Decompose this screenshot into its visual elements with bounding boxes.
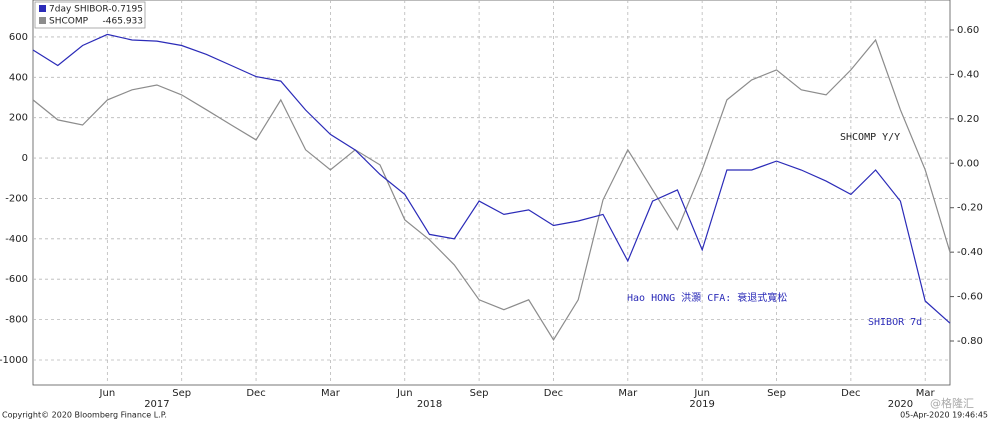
legend-swatch: [39, 17, 46, 24]
annotation: SHIBOR 7d: [868, 317, 922, 328]
y2-tick-label: 0.60: [957, 25, 979, 36]
x-tick-label: Jun: [99, 388, 116, 399]
footer-timestamp: 05-Apr-2020 19:46:45: [900, 411, 988, 420]
x-year-label: 2019: [689, 399, 714, 410]
y-tick-label: -200: [5, 193, 28, 204]
y2-tick-label: 0.00: [957, 158, 979, 169]
x-year-label: 2020: [888, 399, 913, 410]
legend-swatch: [39, 5, 46, 12]
x-tick-label: Mar: [916, 388, 936, 399]
y2-tick-label: -0.20: [957, 203, 983, 214]
x-tick-label: Dec: [841, 388, 860, 399]
x-tick-label: Mar: [321, 388, 341, 399]
legend-label: 7day SHIBOR: [49, 5, 109, 15]
x-tick-label: Dec: [246, 388, 265, 399]
annotation: Hao HONG 洪灝 CFA: 衰退式寬松: [627, 291, 787, 304]
y-tick-label: 600: [9, 32, 28, 43]
legend-label: SHCOMP: [49, 17, 89, 27]
legend-box: [34, 1, 146, 29]
plot-frame: [32, 0, 951, 386]
x-tick-label: Mar: [618, 388, 638, 399]
y-tick-label: -400: [5, 234, 28, 245]
x-tick-label: Jun: [693, 388, 710, 399]
legend-value: -0.7195: [108, 5, 143, 15]
footer-copyright: Copyright© 2020 Bloomberg Finance L.P.: [2, 411, 167, 420]
x-year-label: 2018: [417, 399, 442, 410]
y2-tick-label: 0.40: [957, 69, 979, 80]
x-tick-label: Sep: [767, 388, 786, 399]
y-tick-label: -800: [5, 315, 28, 326]
y-tick-label: -600: [5, 274, 28, 285]
series-line: [32, 33, 951, 324]
y-tick-label: 400: [9, 72, 28, 83]
x-tick-label: Dec: [544, 388, 563, 399]
x-year-label: 2017: [144, 399, 169, 410]
legend: 7day SHIBOR -0.7195 SHCOMP -465.933: [34, 1, 146, 29]
annotation: SHCOMP Y/Y: [840, 132, 900, 143]
y-tick-label: -1000: [0, 355, 28, 366]
watermark: @格隆汇: [930, 396, 974, 410]
series-line: [32, 38, 951, 341]
x-tick-label: Jun: [396, 388, 413, 399]
y2-tick-label: 0.20: [957, 114, 979, 125]
grid: [33, 0, 950, 385]
y-tick-label: 0: [22, 153, 28, 164]
x-tick-label: Sep: [470, 388, 489, 399]
legend-value: -465.933: [103, 17, 143, 27]
y2-tick-label: -0.40: [957, 247, 983, 258]
y2-tick-label: -0.80: [957, 336, 983, 347]
y2-tick-label: -0.60: [957, 292, 983, 303]
y-tick-label: 200: [9, 113, 28, 124]
x-tick-label: Sep: [172, 388, 191, 399]
